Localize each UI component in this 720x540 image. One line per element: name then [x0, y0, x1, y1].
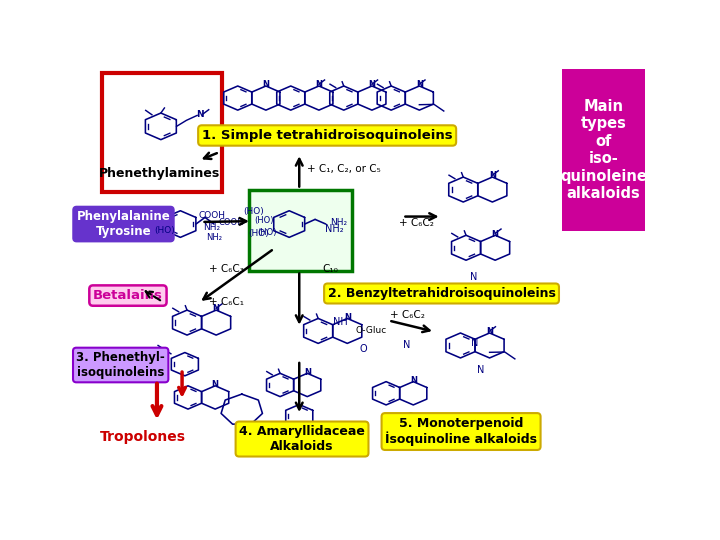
Text: + C₆C₂: + C₆C₂ — [390, 310, 424, 320]
Text: 1. Simple tetrahidroisoquinoleins: 1. Simple tetrahidroisoquinoleins — [202, 129, 452, 142]
Text: N: N — [477, 366, 485, 375]
Text: COOH: COOH — [218, 219, 244, 227]
Text: C₁₀: C₁₀ — [322, 264, 338, 274]
Text: Tropolones: Tropolones — [100, 430, 186, 444]
Text: NH₂: NH₂ — [203, 224, 220, 232]
Text: N: N — [492, 230, 499, 239]
Text: + C₁, C₂, or C₅: + C₁, C₂, or C₅ — [307, 164, 381, 174]
Text: + C₆C₃: + C₆C₃ — [210, 265, 244, 274]
Text: N: N — [304, 368, 311, 377]
Text: N: N — [369, 80, 375, 89]
Text: Main
types
of
iso-
quinoleine
alkaloids: Main types of iso- quinoleine alkaloids — [560, 99, 647, 201]
Text: COOH: COOH — [198, 211, 225, 220]
Text: NH₂: NH₂ — [330, 219, 347, 227]
Text: N: N — [212, 380, 219, 389]
Text: Betalains: Betalains — [93, 289, 163, 302]
Text: 2. Benzyltetrahidroisoquinoleins: 2. Benzyltetrahidroisoquinoleins — [328, 287, 555, 300]
Text: N: N — [470, 272, 477, 282]
Text: 5. Monoterpenoid
İsoquinoline alkaloids: 5. Monoterpenoid İsoquinoline alkaloids — [385, 416, 537, 447]
FancyBboxPatch shape — [562, 69, 645, 231]
Text: N: N — [486, 327, 493, 336]
Text: N: N — [196, 110, 204, 119]
Text: O: O — [249, 421, 256, 430]
Text: (HO): (HO) — [154, 226, 174, 235]
Text: (HO): (HO) — [243, 207, 264, 216]
FancyBboxPatch shape — [249, 190, 352, 271]
Text: Phenethylamines: Phenethylamines — [99, 167, 220, 180]
Text: Phenylalanine
Tyrosine: Phenylalanine Tyrosine — [76, 210, 171, 238]
Text: N: N — [408, 420, 414, 429]
Text: NH₂: NH₂ — [206, 233, 222, 242]
Text: NH: NH — [333, 317, 348, 327]
Text: 4. Amaryllidaceae
Alkaloids: 4. Amaryllidaceae Alkaloids — [239, 425, 365, 453]
Text: (HO): (HO) — [254, 215, 274, 225]
Text: N: N — [489, 171, 496, 180]
Text: (HO): (HO) — [257, 228, 276, 237]
Text: (HO): (HO) — [146, 223, 166, 232]
Text: + C₆C₁: + C₆C₁ — [210, 297, 244, 307]
Text: N: N — [343, 313, 351, 322]
Text: + C₆C₂: + C₆C₂ — [399, 218, 434, 228]
Text: N: N — [410, 376, 417, 385]
Text: N: N — [403, 340, 410, 350]
Text: N: N — [262, 80, 269, 89]
Text: N: N — [315, 80, 323, 89]
Text: (HO): (HO) — [248, 229, 269, 238]
FancyBboxPatch shape — [102, 73, 222, 192]
Text: N: N — [416, 80, 423, 89]
Text: NH₂: NH₂ — [325, 224, 343, 234]
Text: N: N — [472, 339, 479, 348]
Text: O-Gluc: O-Gluc — [355, 326, 387, 335]
Text: O: O — [359, 344, 367, 354]
Text: 3. Phenethyl-
isoquinoleins: 3. Phenethyl- isoquinoleins — [76, 351, 165, 379]
Text: N: N — [212, 305, 220, 313]
